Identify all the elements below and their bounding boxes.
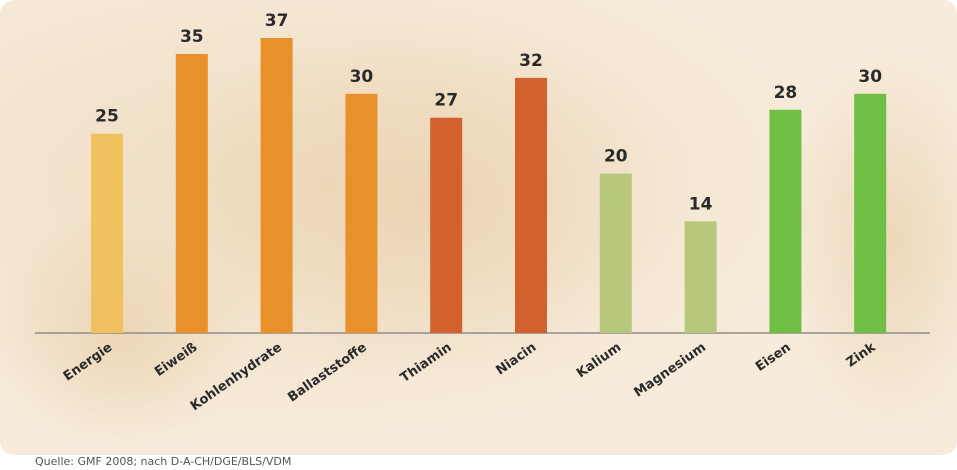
bar bbox=[430, 118, 462, 333]
bar bbox=[769, 110, 801, 333]
data-label: 37 bbox=[265, 11, 289, 31]
bar bbox=[261, 38, 293, 333]
source-note: Quelle: GMF 2008; nach D-A-CH/DGE/BLS/VD… bbox=[35, 455, 291, 468]
bar bbox=[176, 54, 208, 333]
bar bbox=[345, 94, 377, 333]
bar bbox=[854, 94, 886, 333]
data-label: 14 bbox=[689, 194, 713, 214]
data-label: 28 bbox=[774, 83, 798, 103]
data-label: 20 bbox=[604, 147, 628, 167]
data-label: 35 bbox=[180, 27, 204, 47]
bar bbox=[515, 78, 547, 333]
data-label: 30 bbox=[858, 67, 882, 87]
bar bbox=[91, 134, 123, 333]
data-label: 30 bbox=[350, 67, 374, 87]
data-label: 32 bbox=[519, 51, 543, 71]
bar bbox=[685, 221, 717, 333]
data-label: 25 bbox=[95, 107, 119, 127]
page: {"chart_data": {"type": "bar", "categori… bbox=[0, 0, 957, 470]
bar bbox=[600, 174, 632, 333]
background-shape bbox=[0, 210, 250, 450]
chart: Quelle: GMF 2008; nach D-A-CH/DGE/BLS/VD… bbox=[0, 0, 957, 470]
data-label: 27 bbox=[434, 91, 458, 111]
